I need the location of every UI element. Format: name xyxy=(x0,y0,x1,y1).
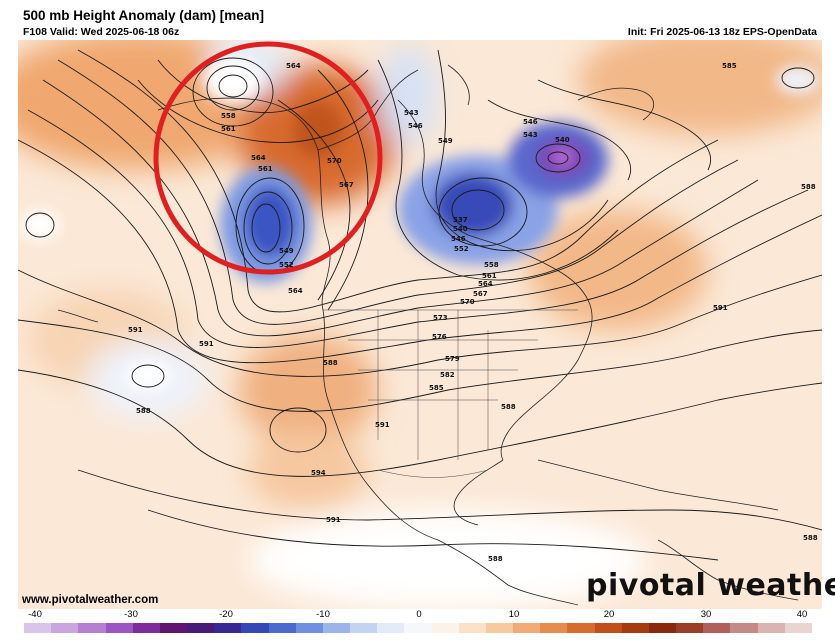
contour-label: 585 xyxy=(429,384,444,392)
colorbar-swatch xyxy=(485,623,514,633)
borders xyxy=(323,309,578,478)
contour-label: 558 xyxy=(484,261,499,269)
contour-label: 546 xyxy=(408,122,423,130)
contour-label: 588 xyxy=(801,183,816,191)
contour-label: 567 xyxy=(339,181,354,189)
colorbar-tick: -20 xyxy=(219,609,233,620)
contour-labels: 564 558 561 564 561 570 567 549 552 564 … xyxy=(128,62,818,563)
colorbar-swatch xyxy=(730,623,758,633)
site-url: www.pivotalweather.com xyxy=(22,594,159,606)
contour-label: 543 xyxy=(404,109,419,117)
contour-label: 567 xyxy=(473,290,488,298)
contour-label: 591 xyxy=(199,340,214,348)
contour-label: 579 xyxy=(445,355,460,363)
colorbar-swatch xyxy=(241,623,269,633)
contour-label: 582 xyxy=(440,371,455,379)
colorbar-tick: 10 xyxy=(508,609,520,620)
contour-label: 588 xyxy=(136,407,151,415)
highlight-circle xyxy=(153,41,383,275)
contour-label: 588 xyxy=(803,534,818,542)
colorbar-ticks: -40 -30 -20 -10 0 10 20 30 40 xyxy=(0,609,835,623)
colorbar-tick: 40 xyxy=(796,609,808,620)
contour-label: 561 xyxy=(482,272,497,280)
contour-label: 552 xyxy=(279,261,294,269)
colorbar-swatch xyxy=(621,623,649,633)
anomaly-cores xyxy=(20,58,820,389)
contour-label: 537 xyxy=(453,216,468,224)
colorbar-swatch xyxy=(105,623,133,633)
colorbar-tick: -40 xyxy=(28,609,42,620)
colorbar-tick: -10 xyxy=(316,609,330,620)
contour-label: 588 xyxy=(501,403,516,411)
contour-label: 585 xyxy=(722,62,737,70)
contour-label: 561 xyxy=(221,125,236,133)
contour-label: 546 xyxy=(451,235,466,243)
colorbar-swatch xyxy=(322,623,351,633)
colorbar-swatch xyxy=(540,623,568,633)
contour-label: 540 xyxy=(453,225,468,233)
colorbar-swatch xyxy=(377,623,405,633)
colorbar-swatch xyxy=(295,623,323,633)
contour-label: 591 xyxy=(128,326,143,334)
map-title: 500 mb Height Anomaly (dam) [mean] xyxy=(23,8,265,23)
contour-label: 588 xyxy=(323,359,338,367)
contour-label: 549 xyxy=(438,137,453,145)
colorbar-swatch xyxy=(594,623,622,633)
colorbar-swatch xyxy=(24,623,52,633)
colorbar-swatch xyxy=(676,623,704,633)
colorbar-swatch xyxy=(159,623,188,633)
map-panel: 564 558 561 564 561 570 567 549 552 564 … xyxy=(18,40,822,609)
colorbar-tick: -30 xyxy=(124,609,138,620)
contour-label: 540 xyxy=(555,136,570,144)
colorbar xyxy=(24,623,812,633)
colorbar-swatch xyxy=(132,623,160,633)
colorbar-swatch xyxy=(703,623,731,633)
contour-label: 543 xyxy=(523,131,538,139)
colorbar-swatch xyxy=(187,623,215,633)
colorbar-swatch xyxy=(350,623,378,633)
colorbar-swatch xyxy=(458,623,486,633)
contour-label: 594 xyxy=(311,469,326,477)
contour-label: 570 xyxy=(460,298,475,306)
contour-label: 561 xyxy=(258,165,273,173)
colorbar-swatch xyxy=(404,623,432,633)
contour-label: 564 xyxy=(478,280,493,288)
contour-label: 588 xyxy=(488,555,503,563)
init-time: Init: Fri 2025-06-13 18z EPS-OpenData xyxy=(627,26,817,38)
contour-label: 549 xyxy=(279,247,294,255)
coastlines xyxy=(57,64,799,606)
contour-label: 558 xyxy=(221,112,236,120)
colorbar-tick: 30 xyxy=(700,609,712,620)
contour-label: 591 xyxy=(713,304,728,312)
height-contours xyxy=(18,49,822,561)
contour-label: 564 xyxy=(251,154,266,162)
colorbar-tick: 20 xyxy=(603,609,615,620)
anomaly-map: 564 558 561 564 561 570 567 549 552 564 … xyxy=(18,40,822,609)
colorbar-swatch xyxy=(567,623,595,633)
contour-label: 564 xyxy=(286,62,301,70)
colorbar-swatch xyxy=(431,623,459,633)
colorbar-swatch xyxy=(648,623,677,633)
contour-label: 570 xyxy=(327,157,342,165)
colorbar-swatch xyxy=(51,623,79,633)
contour-label: 552 xyxy=(454,245,469,253)
colorbar-swatch xyxy=(214,623,242,633)
contour-label: 576 xyxy=(432,333,447,341)
brand-logo: pivotal weather xyxy=(586,568,835,603)
valid-time: F108 Valid: Wed 2025-06-18 06z xyxy=(23,26,180,38)
colorbar-swatch xyxy=(78,623,106,633)
colorbar-swatch xyxy=(513,623,541,633)
header-bar: 500 mb Height Anomaly (dam) [mean] F108 … xyxy=(0,0,835,40)
contour-label: 573 xyxy=(433,314,448,322)
colorbar-swatch xyxy=(268,623,296,633)
colorbar-tick: 0 xyxy=(416,609,422,620)
contour-label: 546 xyxy=(523,118,538,126)
colorbar-swatch xyxy=(784,623,812,633)
contour-label: 591 xyxy=(326,516,341,524)
contour-label: 564 xyxy=(288,287,303,295)
colorbar-swatch xyxy=(757,623,785,633)
contour-label: 591 xyxy=(375,421,390,429)
